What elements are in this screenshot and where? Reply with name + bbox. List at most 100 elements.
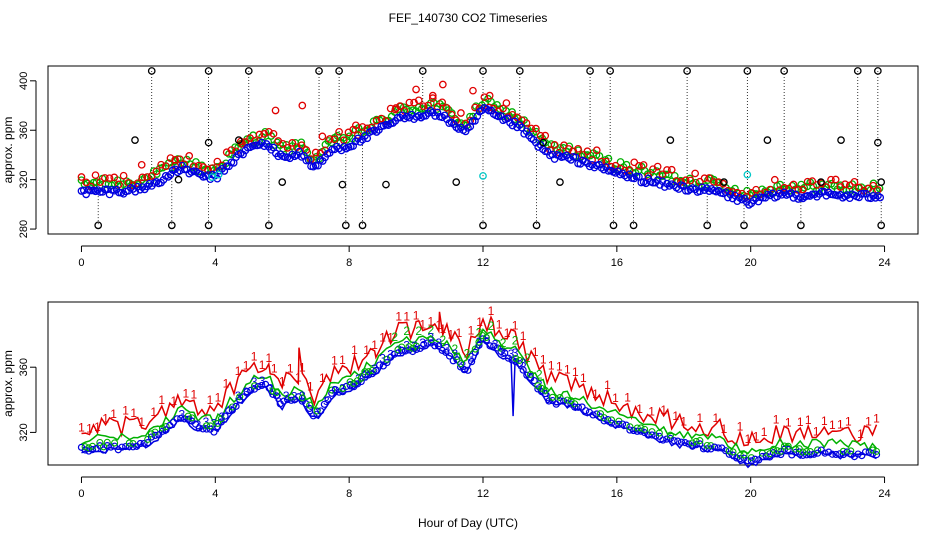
series-2-point: [541, 386, 549, 394]
series-1-point: [471, 103, 479, 112]
series-1-label: 1: [339, 353, 346, 367]
series-2-point: [596, 410, 605, 418]
series-1-point: [827, 175, 835, 184]
series-3-point: [136, 439, 144, 448]
series-2-point: [453, 352, 461, 361]
plot-frame: [47, 65, 919, 235]
series-3-point: [670, 437, 678, 445]
series-3-point: [164, 173, 172, 181]
series-3-point: [497, 347, 505, 356]
series-1-point: [845, 181, 854, 190]
series-1-point: [438, 98, 447, 107]
series-1-label: 1: [556, 359, 563, 373]
series-1-spike: [428, 91, 437, 100]
series-2-point: [365, 368, 373, 376]
x-tick-label: 8: [346, 257, 352, 269]
series-1-point: [119, 171, 128, 180]
y-axis-label: approx. ppm: [1, 350, 15, 417]
calibration-point: [479, 172, 487, 180]
series-2-point: [214, 419, 222, 427]
y-tick-label: 320: [18, 170, 30, 188]
series-1-label: 1: [419, 318, 426, 332]
series-3-point: [357, 377, 365, 386]
series-2-point: [125, 439, 133, 447]
series-2-label: 2: [415, 324, 422, 338]
ref-high-point: [683, 67, 691, 75]
series-3-point: [710, 443, 719, 451]
series-2-point: [405, 343, 413, 351]
series-2-point: [103, 438, 111, 446]
series-2-point: [471, 345, 479, 353]
series-1-label: 1: [745, 432, 752, 446]
x-tick-label: 20: [745, 257, 757, 269]
series-3-point: [401, 347, 409, 355]
series-3-label: 3: [179, 407, 186, 421]
series-1-label: 1: [572, 365, 579, 379]
series-1-point: [522, 119, 531, 127]
series-3-point: [195, 424, 203, 432]
series-3-point: [705, 187, 714, 195]
series-3-point: [281, 153, 290, 162]
series-3-point: [656, 181, 664, 189]
series-3-point: [144, 439, 152, 447]
ref-high-point: [606, 67, 615, 75]
series-3-point: [356, 138, 365, 146]
series-3-point: [865, 448, 873, 456]
series-1-label: 1: [737, 419, 744, 433]
series-1-label: 1: [379, 330, 386, 344]
series-3-point: [600, 417, 608, 425]
series-2-point: [250, 382, 259, 390]
series-1-point: [279, 140, 287, 148]
series-2-point: [549, 393, 557, 401]
series-2-point: [162, 422, 170, 431]
series-3-point: [548, 396, 557, 405]
series-1-point: [780, 183, 789, 192]
series-1-label: 1: [504, 326, 511, 340]
series-2-point: [637, 424, 645, 432]
series-1-label: 1: [279, 375, 286, 389]
ref-high-point: [873, 67, 882, 75]
x-tick-label: 12: [477, 257, 489, 269]
series-3-point: [659, 436, 667, 444]
series-2-point: [729, 448, 737, 456]
series-1-point: [799, 185, 807, 194]
series-1-label: 1: [94, 420, 101, 434]
series-1-label: 1: [403, 309, 410, 323]
series-3-point: [372, 366, 380, 375]
ref-mid-point: [837, 136, 845, 144]
series-3-label: 3: [251, 375, 258, 389]
series-3-point: [674, 437, 682, 445]
series-1-label: 1: [696, 411, 703, 425]
chart-title: FEF_140730 CO2 Timeseries: [389, 11, 548, 25]
series-3-point: [872, 451, 881, 459]
series-2-point: [740, 451, 748, 459]
series-1-point: [700, 174, 709, 183]
series-2-label: 2: [464, 347, 471, 361]
x-tick-label: 4: [212, 488, 218, 500]
series-3-point: [239, 393, 248, 401]
series-3-point: [129, 443, 137, 451]
series-2-point: [346, 378, 354, 386]
series-3-point: [861, 448, 870, 456]
series-3-point: [751, 455, 759, 463]
series-1-label: 1: [287, 361, 294, 375]
series-2-label: 2: [524, 351, 531, 365]
y-axis-label: approx. ppm: [1, 117, 15, 184]
ref-low-point: [703, 221, 712, 230]
series-3-point: [626, 426, 634, 434]
ref-low-point: [740, 221, 748, 230]
ref-mid-point: [131, 136, 139, 144]
ref-low-point: [629, 221, 638, 230]
series-1-point: [532, 124, 540, 133]
series-2-point: [206, 422, 214, 430]
series-2-point: [777, 447, 785, 455]
series-1-spike: [502, 99, 511, 107]
series-1-label: 1: [387, 331, 394, 345]
series-3-point: [269, 390, 277, 398]
ref-low-point: [341, 221, 350, 230]
ref-high-point: [244, 67, 253, 75]
series-2-point: [872, 447, 881, 455]
series-1-point: [770, 175, 779, 184]
